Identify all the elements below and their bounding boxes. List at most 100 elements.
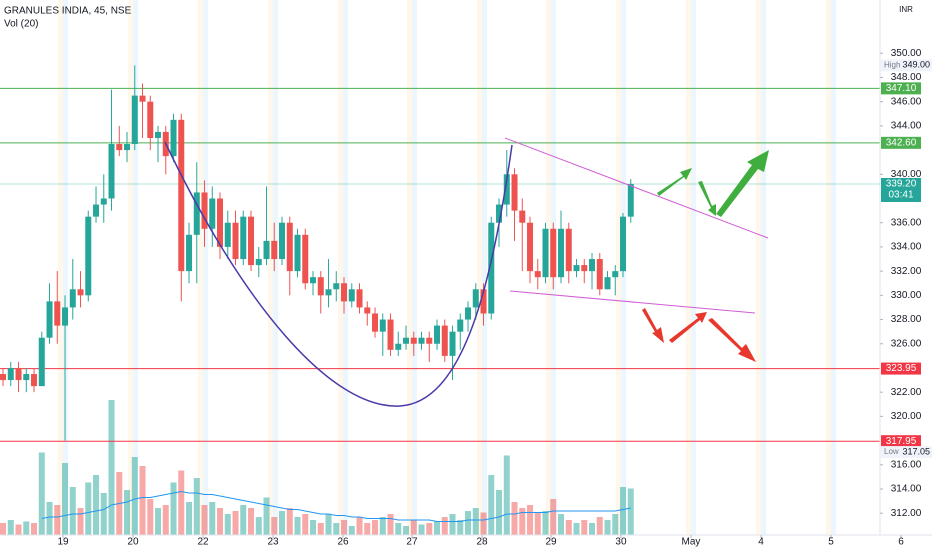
candle-body xyxy=(596,259,603,290)
y-tick-label: 344.00 xyxy=(891,121,922,132)
volume-bar xyxy=(240,505,247,535)
arrow xyxy=(657,168,692,196)
session-bands xyxy=(58,0,837,535)
volume-bar xyxy=(286,508,293,535)
session-band xyxy=(132,0,138,535)
session-band xyxy=(58,0,64,535)
arrow xyxy=(669,312,707,343)
volume-bar xyxy=(302,514,309,535)
y-tick-label: 340.00 xyxy=(891,169,922,180)
volume-bar xyxy=(441,517,448,535)
candle-body xyxy=(403,337,410,344)
volume-bar xyxy=(263,497,270,535)
candle-body xyxy=(604,277,611,290)
session-band xyxy=(273,0,279,535)
volume-bar xyxy=(93,475,100,535)
candle-body xyxy=(77,289,84,296)
volume-bar xyxy=(46,502,53,535)
levels xyxy=(0,87,880,442)
session-band xyxy=(268,0,274,535)
volume-bar xyxy=(271,517,278,535)
volume-bar xyxy=(387,514,394,535)
arrow xyxy=(716,150,769,217)
candle-body xyxy=(193,192,200,235)
candle-body xyxy=(116,144,123,151)
candle-body xyxy=(224,222,231,247)
candle-body xyxy=(449,331,456,356)
volume-bar xyxy=(77,508,84,535)
candle-body xyxy=(217,198,224,247)
candle-body xyxy=(534,271,541,278)
volume-bar xyxy=(85,482,92,535)
trend-line xyxy=(504,137,769,239)
volume-bar xyxy=(488,475,495,535)
volume-bar xyxy=(511,502,518,535)
level-label-box xyxy=(881,82,921,95)
x-tick-label: 5 xyxy=(828,537,834,548)
candle-body xyxy=(85,216,92,296)
candle-body xyxy=(232,222,239,260)
session-band xyxy=(615,0,621,535)
volume-bar xyxy=(310,520,317,535)
marker-name: Low xyxy=(884,447,899,456)
volume-bar xyxy=(496,490,503,535)
candle-body xyxy=(23,374,30,381)
volume-bar xyxy=(31,523,38,535)
candle-body xyxy=(271,240,278,260)
y-tick-label: 326.00 xyxy=(891,338,922,349)
volume-bar xyxy=(356,517,363,535)
candle-body xyxy=(325,289,332,296)
level-label-box xyxy=(881,435,921,448)
candle-body xyxy=(356,289,363,308)
volume-bar xyxy=(364,523,371,535)
marker-label: 317.05 xyxy=(902,446,930,456)
candle-body xyxy=(550,228,557,278)
x-tick-label: 26 xyxy=(337,537,349,548)
arrow xyxy=(642,308,664,343)
volume-bar xyxy=(395,523,402,535)
volume-bar xyxy=(62,463,69,535)
candle-body xyxy=(426,337,433,344)
candle-body xyxy=(496,204,503,223)
candle-body xyxy=(503,174,510,205)
candle-body xyxy=(387,319,394,350)
volume-bar xyxy=(589,523,596,535)
candle-body xyxy=(186,234,193,272)
volume-bar xyxy=(457,520,464,535)
x-tick-label: 27 xyxy=(406,537,418,548)
level-label-box xyxy=(881,136,921,149)
volume-bar xyxy=(279,511,286,535)
marker-name: High xyxy=(884,60,900,69)
candle-body xyxy=(248,216,255,266)
volume-bar xyxy=(581,520,588,535)
candle-body xyxy=(201,192,208,229)
volume-bar xyxy=(131,457,138,535)
y-tick-label: 336.00 xyxy=(891,217,922,228)
y-tick-label: 312.00 xyxy=(891,508,922,519)
candle-body xyxy=(620,216,627,272)
volume-pane xyxy=(0,400,634,535)
volume-bar xyxy=(627,488,634,535)
volume-bar xyxy=(54,505,61,535)
green-arrows xyxy=(657,150,769,217)
candle-body xyxy=(310,277,317,284)
session-band xyxy=(127,0,133,535)
candle-body xyxy=(317,277,324,296)
volume-bar xyxy=(232,511,239,535)
volume-bar xyxy=(7,520,14,535)
volume-bar xyxy=(325,514,332,535)
volume-bar xyxy=(573,523,580,535)
y-tick-label: 322.00 xyxy=(891,387,922,398)
countdown: 03:41 xyxy=(888,190,913,201)
candle-body xyxy=(69,289,76,308)
candle-body xyxy=(302,234,309,284)
volume-bar xyxy=(186,502,193,535)
candle-body xyxy=(627,183,634,217)
last-price-box xyxy=(881,177,921,202)
session-band xyxy=(831,0,837,535)
candle-body xyxy=(410,337,417,344)
candle-body xyxy=(255,259,262,266)
session-band xyxy=(690,0,696,535)
session-band xyxy=(546,0,552,535)
y-tick-label: 348.00 xyxy=(891,72,922,83)
